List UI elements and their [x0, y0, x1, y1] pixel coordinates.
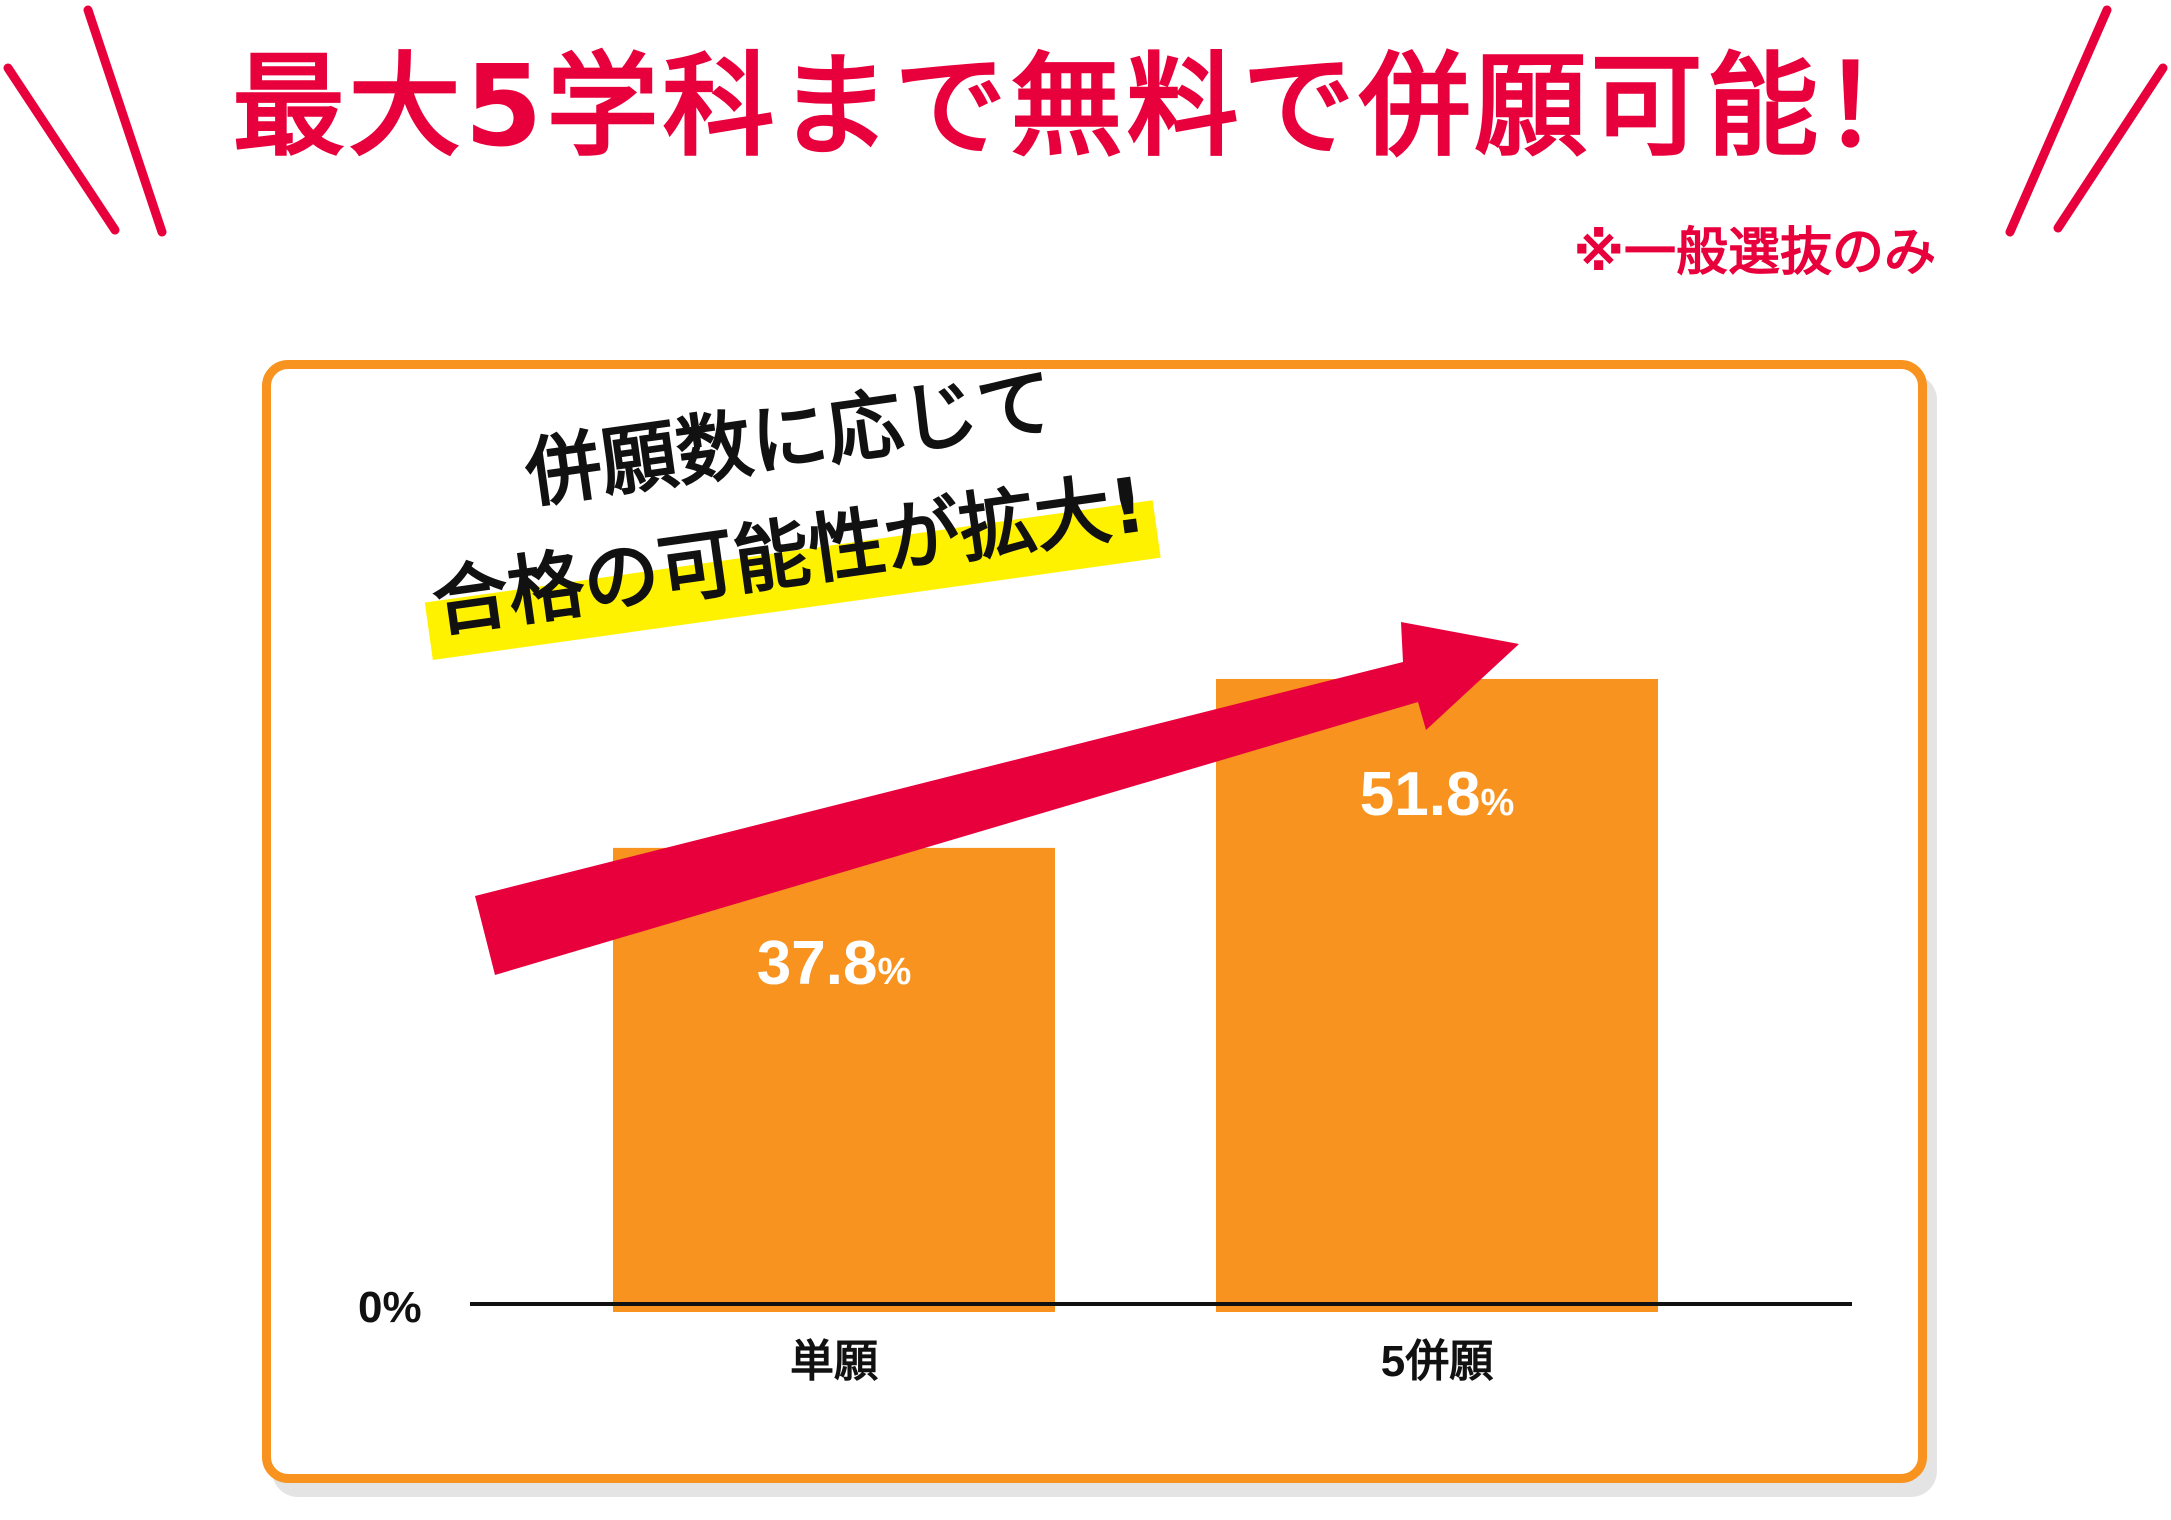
bar-2	[1216, 678, 1658, 1312]
footnote: ※一般選抜のみ	[1573, 223, 1936, 283]
category-label-1: 単願	[790, 1337, 878, 1386]
emphasis-stroke-right-1	[2005, 5, 2112, 237]
growth-arrow-shape	[475, 622, 1519, 975]
baseline-zero-label: 0%	[358, 1283, 422, 1332]
emphasis-stroke-right-2	[2053, 63, 2168, 233]
bar-1	[613, 847, 1055, 1312]
emphasis-stroke-left-1	[3, 63, 120, 235]
headline: 最大5学科まで無料で併願可能！	[232, 42, 1939, 172]
category-label-2: 5併願	[1381, 1337, 1493, 1386]
emphasis-stroke-left-2	[83, 5, 167, 237]
